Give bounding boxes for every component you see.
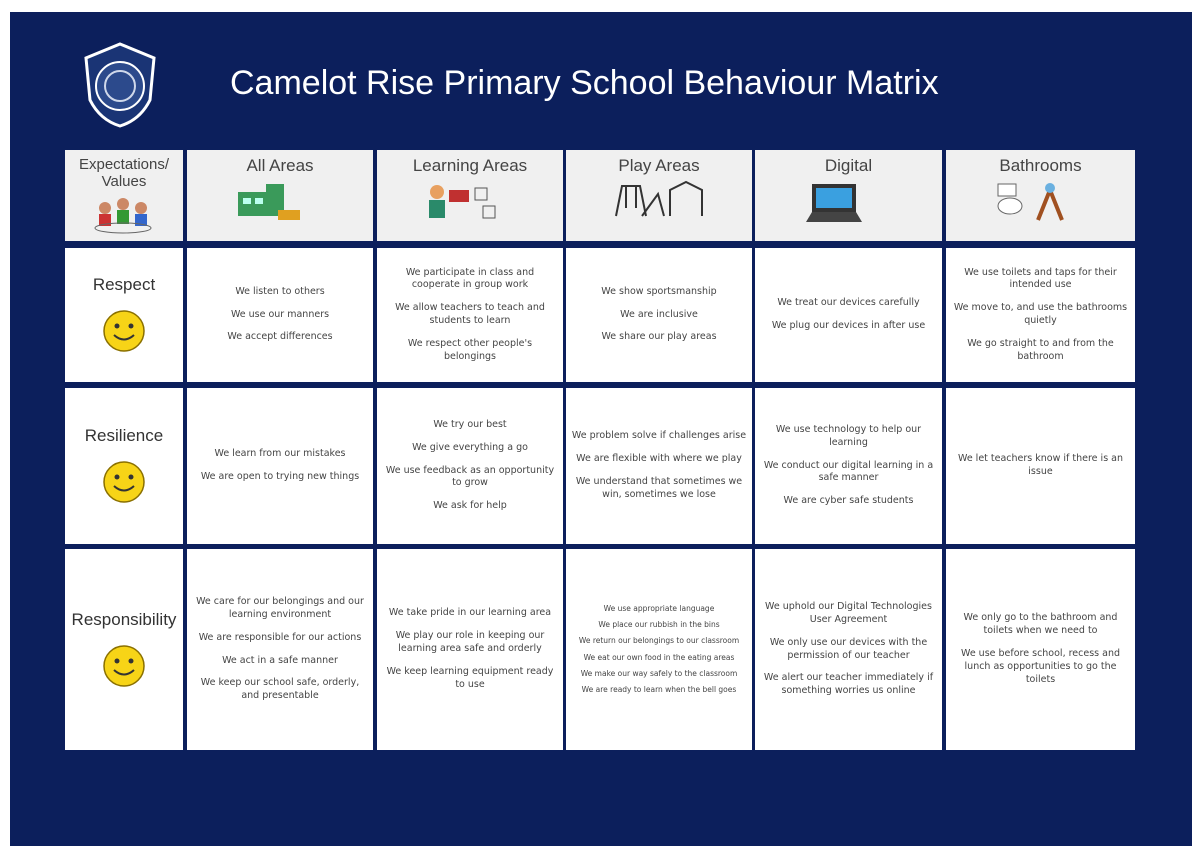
- statement: We are open to trying new things: [200, 471, 360, 482]
- statement: We care for our belongings and our learn…: [196, 596, 364, 620]
- statement: We try our best: [433, 418, 507, 430]
- statement: We are flexible with where we play: [576, 453, 742, 465]
- matrix-cell: We care for our belongings and our learn…: [187, 549, 373, 750]
- matrix-cell: We use toilets and taps for their intend…: [946, 248, 1135, 382]
- statement: We understand that sometimes we win, som…: [575, 476, 743, 500]
- matrix-cell: We let teachers know if there is an issu…: [946, 388, 1135, 544]
- statement: We place our rubbish in the bins: [598, 620, 720, 630]
- matrix-cell: We take pride in our learning area We pla…: [377, 549, 563, 750]
- row-header: Responsibility: [65, 549, 183, 750]
- statement: We allow teachers to teach and students …: [395, 302, 545, 326]
- column-label: Learning Areas: [412, 156, 528, 175]
- statement: We ask for help: [433, 500, 507, 512]
- icon: [429, 185, 496, 219]
- statement: We alert our teacher immediately if some…: [763, 672, 934, 697]
- column-label: Play Areas: [618, 156, 700, 175]
- matrix-cell: We treat our devices carefully We plug ou…: [755, 248, 942, 382]
- statement: We treat our devices carefully: [777, 297, 920, 309]
- statement: We use our manners: [230, 308, 330, 320]
- corner-label: Expectations/ Values: [78, 156, 170, 190]
- statement: We take pride in our learning area: [388, 607, 552, 619]
- statement: We go straight to and from the bathroom: [967, 337, 1114, 362]
- statement: We act in a safe manner: [222, 654, 338, 666]
- column-header: Play Areas: [566, 150, 752, 241]
- column-header: Digital: [755, 150, 942, 241]
- corner-header: Expectations/ Values: [65, 150, 183, 241]
- matrix-cell: We problem solve if challenges arise We a…: [566, 388, 752, 544]
- icon: [103, 310, 145, 352]
- statement: We give everything a go: [412, 441, 528, 453]
- statement: We only use our devices with the permiss…: [769, 636, 928, 661]
- row-label: Resilience: [84, 426, 164, 445]
- statement: We are cyber safe students: [783, 495, 914, 507]
- statement: We keep our school safe, orderly, and pr…: [200, 677, 360, 702]
- matrix-cell: We use appropriate language We place our …: [566, 549, 752, 750]
- matrix-cell: We uphold our Digital Technologies User …: [755, 549, 942, 750]
- statement: We respect other people's belongings: [407, 337, 533, 362]
- matrix-cell: We show sportsmanship We are inclusive We …: [566, 248, 752, 382]
- matrix-cell: We only go to the bathroom and toilets w…: [946, 549, 1135, 750]
- statement: We eat our own food in the eating areas: [583, 652, 735, 662]
- statement: We move to, and use the bathrooms quietl…: [953, 302, 1128, 326]
- matrix-cell: We participate in class and cooperate in…: [377, 248, 563, 382]
- column-label: Digital: [824, 156, 873, 175]
- statement: We return our belongings to our classroo…: [578, 636, 740, 646]
- row-label: Responsibility: [71, 609, 177, 629]
- statement: We use feedback as an opportunity to gro…: [385, 464, 555, 489]
- school-logo: [84, 42, 156, 128]
- statement: We use toilets and taps for their intend…: [964, 266, 1117, 291]
- statement: We uphold our Digital Technologies User …: [765, 601, 932, 625]
- statement: We problem solve if challenges arise: [571, 430, 747, 442]
- statement: We use before school, recess and lunch a…: [960, 648, 1121, 685]
- row-header: Respect: [65, 248, 183, 382]
- title: Camelot Rise Primary School Behaviour Ma…: [230, 64, 939, 102]
- matrix-cell: We listen to others We use our manners We …: [187, 248, 373, 382]
- column-header: Learning Areas: [377, 150, 563, 241]
- statement: We learn from our mistakes: [214, 448, 346, 460]
- icon: [94, 198, 152, 234]
- matrix-cell: We use technology to help our learning We…: [755, 388, 942, 544]
- statement: We are inclusive: [620, 308, 698, 320]
- statement: We let teachers know if there is an issu…: [957, 453, 1124, 477]
- matrix-cell: We try our best We give everything a go We…: [377, 388, 563, 544]
- statement: We plug our devices in after use: [771, 320, 926, 331]
- statement: We use appropriate language: [603, 604, 715, 614]
- icon: [103, 644, 145, 687]
- column-label: Bathrooms: [999, 156, 1082, 175]
- statement: We show sportsmanship: [601, 285, 717, 297]
- statement: We make our way safely to the classroom: [580, 668, 738, 678]
- icon: [238, 184, 300, 220]
- statement: We are responsible for our actions: [198, 631, 362, 643]
- statement: We accept differences: [227, 331, 333, 343]
- statement: We keep learning equipment ready to use: [386, 665, 554, 690]
- statement: We play our role in keeping our learning…: [395, 630, 545, 655]
- row-header: Resilience: [65, 388, 183, 544]
- statement: We only go to the bathroom and toilets w…: [963, 612, 1118, 637]
- matrix-cell: We learn from our mistakes We are open to…: [187, 388, 373, 544]
- statement: We share our play areas: [601, 331, 717, 343]
- statement: We use technology to help our learning: [775, 423, 922, 448]
- row-label: Respect: [92, 275, 156, 294]
- icon: [997, 183, 1064, 221]
- column-header: Bathrooms: [946, 150, 1135, 241]
- icon: [805, 184, 862, 222]
- statement: We conduct our digital learning in a saf…: [763, 459, 934, 484]
- column-label: All Areas: [246, 156, 314, 175]
- matrix-page: Camelot Rise Primary School Behaviour Ma…: [10, 12, 1192, 846]
- icon: [615, 180, 703, 217]
- statement: We are ready to learn when the bell goes: [581, 684, 737, 694]
- statement: We listen to others: [235, 285, 325, 297]
- statement: We participate in class and cooperate in…: [405, 266, 535, 291]
- column-header: All Areas: [187, 150, 373, 241]
- icon: [103, 461, 145, 503]
